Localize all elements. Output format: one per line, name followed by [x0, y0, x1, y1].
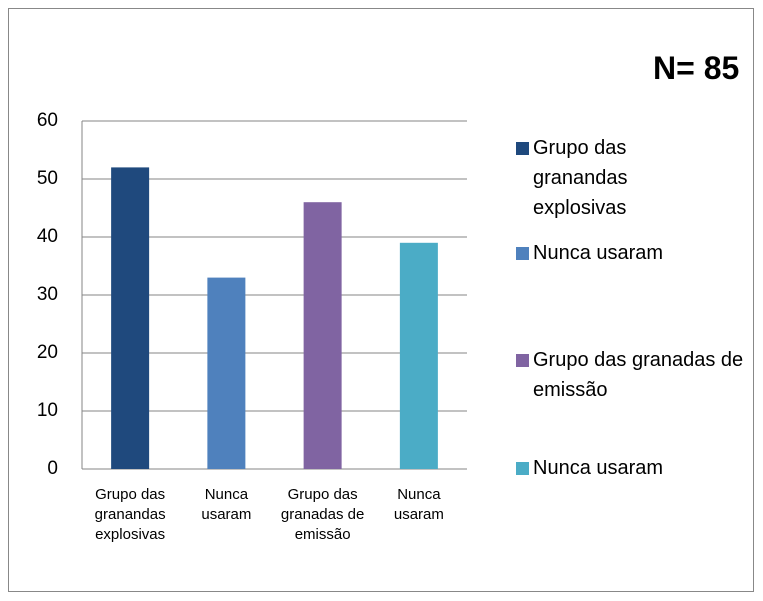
bar [399, 242, 438, 469]
legend-swatch [516, 247, 529, 260]
legend-swatch [516, 142, 529, 155]
bar [303, 202, 342, 469]
bar [207, 277, 246, 469]
x-tick-label: Grupo das granadas de emissão [280, 486, 365, 543]
legend-label: Nunca usaram [533, 457, 664, 479]
chart-frame [8, 8, 754, 592]
legend-label: Grupo das granandas explosivas [533, 137, 628, 219]
legend-swatch [516, 462, 529, 475]
y-tick-label: 30 [37, 284, 58, 305]
legend-label: Grupo das granadas de emissão [533, 349, 744, 401]
y-tick-label: 0 [47, 458, 58, 479]
y-tick-label: 20 [37, 342, 58, 363]
y-tick-label: 50 [37, 168, 58, 189]
legend-swatch [516, 354, 529, 367]
y-tick-label: 60 [37, 110, 58, 131]
y-tick-label: 40 [37, 226, 58, 247]
x-tick-label: Nunca usaram [393, 486, 444, 523]
x-tick-label: Nunca usaram [201, 486, 252, 523]
legend-label: Nunca usaram [533, 242, 664, 264]
annotation: N= 85 [653, 50, 740, 86]
bar [111, 167, 150, 469]
x-tick-label: Grupo das granandas explosivas [94, 486, 166, 543]
y-tick-label: 10 [37, 400, 58, 421]
